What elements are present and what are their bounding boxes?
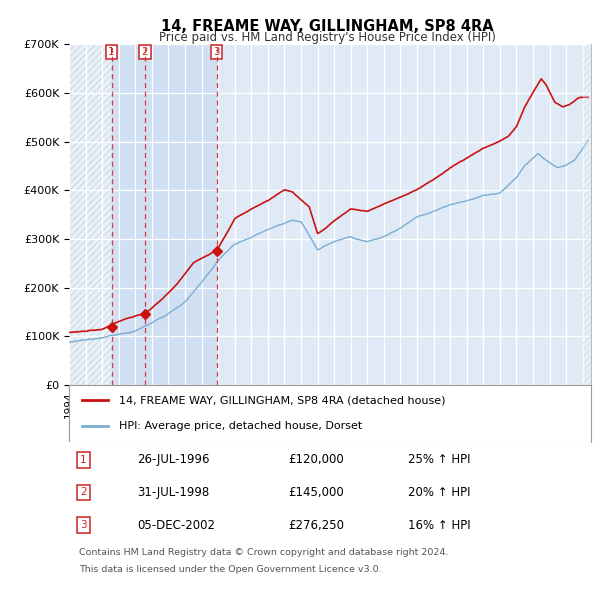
Text: 14, FREAME WAY, GILLINGHAM, SP8 4RA: 14, FREAME WAY, GILLINGHAM, SP8 4RA bbox=[161, 19, 493, 34]
Text: 25% ↑ HPI: 25% ↑ HPI bbox=[409, 453, 471, 466]
Text: This data is licensed under the Open Government Licence v3.0.: This data is licensed under the Open Gov… bbox=[79, 565, 382, 574]
Text: HPI: Average price, detached house, Dorset: HPI: Average price, detached house, Dors… bbox=[119, 421, 362, 431]
Text: 3: 3 bbox=[80, 520, 87, 530]
Text: 20% ↑ HPI: 20% ↑ HPI bbox=[409, 486, 471, 499]
Text: Contains HM Land Registry data © Crown copyright and database right 2024.: Contains HM Land Registry data © Crown c… bbox=[79, 548, 449, 557]
Text: 14, FREAME WAY, GILLINGHAM, SP8 4RA (detached house): 14, FREAME WAY, GILLINGHAM, SP8 4RA (det… bbox=[119, 395, 445, 405]
Text: 1: 1 bbox=[80, 455, 87, 465]
Bar bbox=[69, 44, 112, 385]
Text: 3: 3 bbox=[214, 47, 220, 57]
Text: 2: 2 bbox=[142, 47, 148, 57]
Text: £120,000: £120,000 bbox=[288, 453, 344, 466]
Text: 05-DEC-2002: 05-DEC-2002 bbox=[137, 519, 215, 532]
Bar bbox=[112, 44, 145, 385]
Text: 1: 1 bbox=[108, 47, 115, 57]
Text: 16% ↑ HPI: 16% ↑ HPI bbox=[409, 519, 471, 532]
Bar bbox=[145, 44, 217, 385]
Text: £276,250: £276,250 bbox=[288, 519, 344, 532]
Bar bbox=[217, 44, 591, 385]
Text: £145,000: £145,000 bbox=[288, 486, 344, 499]
Text: Price paid vs. HM Land Registry's House Price Index (HPI): Price paid vs. HM Land Registry's House … bbox=[158, 31, 496, 44]
Text: 26-JUL-1996: 26-JUL-1996 bbox=[137, 453, 209, 466]
Text: 2: 2 bbox=[80, 487, 87, 497]
Text: 31-JUL-1998: 31-JUL-1998 bbox=[137, 486, 209, 499]
Bar bbox=[583, 44, 591, 385]
